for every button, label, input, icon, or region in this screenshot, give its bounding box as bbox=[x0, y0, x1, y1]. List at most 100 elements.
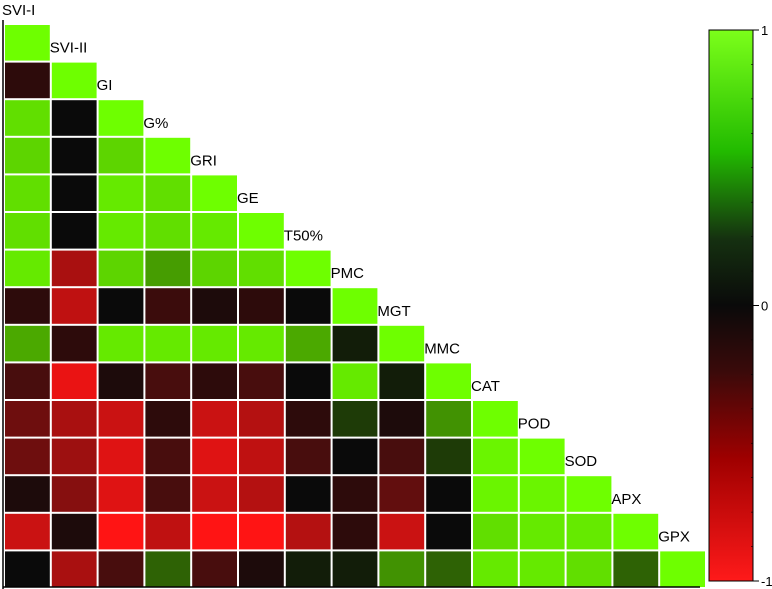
colorbar-tick-label: 0 bbox=[761, 299, 768, 314]
heatmap-cell-T50%-T50% bbox=[285, 250, 331, 287]
heatmap-cell-PMC-GI bbox=[98, 288, 144, 324]
heatmap-cell-MGT-SVI-I bbox=[5, 325, 50, 362]
heatmap-cell-PMC-SVI-II bbox=[51, 288, 97, 324]
heatmap-cell-SOD-MGT bbox=[379, 476, 425, 512]
heatmap-cell-MGT-GI bbox=[98, 325, 144, 362]
variable-label: SVI-I bbox=[2, 2, 35, 19]
heatmap-cell-APX-CAT bbox=[473, 513, 518, 550]
heatmap-cell-APX-APX bbox=[613, 513, 659, 550]
heatmap-cell-GRI-GRI bbox=[192, 175, 237, 211]
heatmap-cell-GPX-GRI bbox=[192, 551, 237, 587]
heatmap-cell-POD-POD bbox=[519, 438, 565, 475]
heatmap-cell-T50%-SVI-II bbox=[51, 250, 97, 287]
heatmap-cell-GI-SVI-I bbox=[5, 100, 50, 136]
heatmap-cell-GRI-SVI-II bbox=[51, 175, 97, 211]
heatmap-cell-GE-GE bbox=[239, 213, 284, 249]
heatmap-cell-GPX-SOD bbox=[566, 551, 612, 587]
colorbar-tick-label: 1 bbox=[761, 23, 768, 38]
heatmap-cell-T50%-GI bbox=[98, 250, 144, 287]
heatmap-cell-APX-GE bbox=[239, 513, 284, 550]
variable-label: G% bbox=[143, 115, 168, 132]
heatmap-cell-SOD-SVI-I bbox=[5, 476, 50, 512]
heatmap-cell-GPX-APX bbox=[613, 551, 659, 587]
heatmap-cell-SOD-G% bbox=[145, 476, 191, 512]
heatmap-cell-SOD-SVI-II bbox=[51, 476, 97, 512]
heatmap-cell-G%-GI bbox=[98, 137, 144, 174]
variable-label: GRI bbox=[190, 152, 217, 169]
colorbar: 1 0 -1 bbox=[708, 23, 772, 589]
heatmap-cell-SOD-T50% bbox=[285, 476, 331, 512]
heatmap-cell-GPX-G% bbox=[145, 551, 191, 587]
heatmap-cell-MMC-G% bbox=[145, 363, 191, 399]
heatmap-cell-G%-SVI-I bbox=[5, 137, 50, 174]
heatmap-cell-CAT-CAT bbox=[473, 401, 518, 437]
variable-labels: SVI-I SVI-II GI G% GRI GE T50% PMC MGT MMC CAT POD S… bbox=[2, 2, 690, 545]
heatmap-cell-SVI-II-SVI-I bbox=[5, 62, 50, 99]
variable-label: MGT bbox=[377, 303, 410, 320]
heatmap-cell-PMC-G% bbox=[145, 288, 191, 324]
heatmap-cell-SOD-PMC bbox=[332, 476, 378, 512]
heatmap-cell-MMC-PMC bbox=[332, 363, 378, 399]
heatmap-cell-GPX-SVI-I bbox=[5, 551, 50, 587]
heatmap-cells bbox=[5, 25, 705, 587]
heatmap-cell-MMC-SVI-II bbox=[51, 363, 97, 399]
variable-label: PMC bbox=[331, 265, 365, 282]
variable-label: GE bbox=[237, 190, 259, 207]
heatmap-cell-PMC-PMC bbox=[332, 288, 378, 324]
variable-label: GPX bbox=[658, 528, 690, 545]
heatmap-cell-GPX-MMC bbox=[426, 551, 471, 587]
heatmap-cell-GPX-MGT bbox=[379, 551, 425, 587]
heatmap-cell-GRI-SVI-I bbox=[5, 175, 50, 211]
heatmap-cell-CAT-SVI-II bbox=[51, 401, 97, 437]
variable-label: SVI-II bbox=[50, 40, 88, 57]
heatmap-cell-POD-GE bbox=[239, 438, 284, 475]
heatmap-cell-G%-G% bbox=[145, 137, 191, 174]
heatmap-cell-T50%-GRI bbox=[192, 250, 237, 287]
colorbar-tick-label: -1 bbox=[761, 574, 772, 589]
heatmap-cell-CAT-SVI-I bbox=[5, 401, 50, 437]
heatmap-cell-MGT-GE bbox=[239, 325, 284, 362]
heatmap-cell-POD-SVI-II bbox=[51, 438, 97, 475]
heatmap-cell-T50%-G% bbox=[145, 250, 191, 287]
heatmap-cell-GE-SVI-II bbox=[51, 213, 97, 249]
heatmap-cell-GPX-PMC bbox=[332, 551, 378, 587]
heatmap-cell-GE-GRI bbox=[192, 213, 237, 249]
heatmap-cell-GPX-GE bbox=[239, 551, 284, 587]
heatmap-cell-PMC-T50% bbox=[285, 288, 331, 324]
heatmap-cell-CAT-T50% bbox=[285, 401, 331, 437]
heatmap-cell-POD-GI bbox=[98, 438, 144, 475]
heatmap-cell-SOD-MMC bbox=[426, 476, 471, 512]
heatmap-cell-SVI-I-SVI-I bbox=[5, 25, 50, 61]
heatmap-cell-GPX-POD bbox=[519, 551, 565, 587]
heatmap-cell-POD-GRI bbox=[192, 438, 237, 475]
heatmap-cell-PMC-GE bbox=[239, 288, 284, 324]
heatmap-cell-GPX-GI bbox=[98, 551, 144, 587]
heatmap-cell-GE-SVI-I bbox=[5, 213, 50, 249]
variable-label: CAT bbox=[471, 378, 500, 395]
heatmap-cell-POD-MMC bbox=[426, 438, 471, 475]
heatmap-cell-MMC-GRI bbox=[192, 363, 237, 399]
colorbar-ticks: 1 0 -1 bbox=[751, 23, 772, 589]
heatmap-cell-POD-SVI-I bbox=[5, 438, 50, 475]
heatmap-cell-POD-MGT bbox=[379, 438, 425, 475]
heatmap-cell-SOD-GE bbox=[239, 476, 284, 512]
heatmap-cell-POD-G% bbox=[145, 438, 191, 475]
variable-label: SOD bbox=[565, 453, 598, 470]
heatmap-cell-SOD-GRI bbox=[192, 476, 237, 512]
heatmap-cell-MGT-GRI bbox=[192, 325, 237, 362]
variable-label: T50% bbox=[284, 228, 323, 245]
variable-label: MMC bbox=[424, 340, 460, 357]
heatmap-cell-PMC-SVI-I bbox=[5, 288, 50, 324]
heatmap-cell-APX-POD bbox=[519, 513, 565, 550]
heatmap-cell-GI-GI bbox=[98, 100, 144, 136]
heatmap-cell-MGT-PMC bbox=[332, 325, 378, 362]
heatmap-cell-GRI-G% bbox=[145, 175, 191, 211]
heatmap-cell-MGT-T50% bbox=[285, 325, 331, 362]
heatmap-cell-SVI-II-SVI-II bbox=[51, 62, 97, 99]
heatmap-cell-MGT-SVI-II bbox=[51, 325, 97, 362]
heatmap-cell-POD-PMC bbox=[332, 438, 378, 475]
heatmap-cell-APX-T50% bbox=[285, 513, 331, 550]
heatmap-cell-GPX-SVI-II bbox=[51, 551, 97, 587]
heatmap-axes bbox=[2, 20, 700, 589]
heatmap-cell-APX-SVI-I bbox=[5, 513, 50, 550]
